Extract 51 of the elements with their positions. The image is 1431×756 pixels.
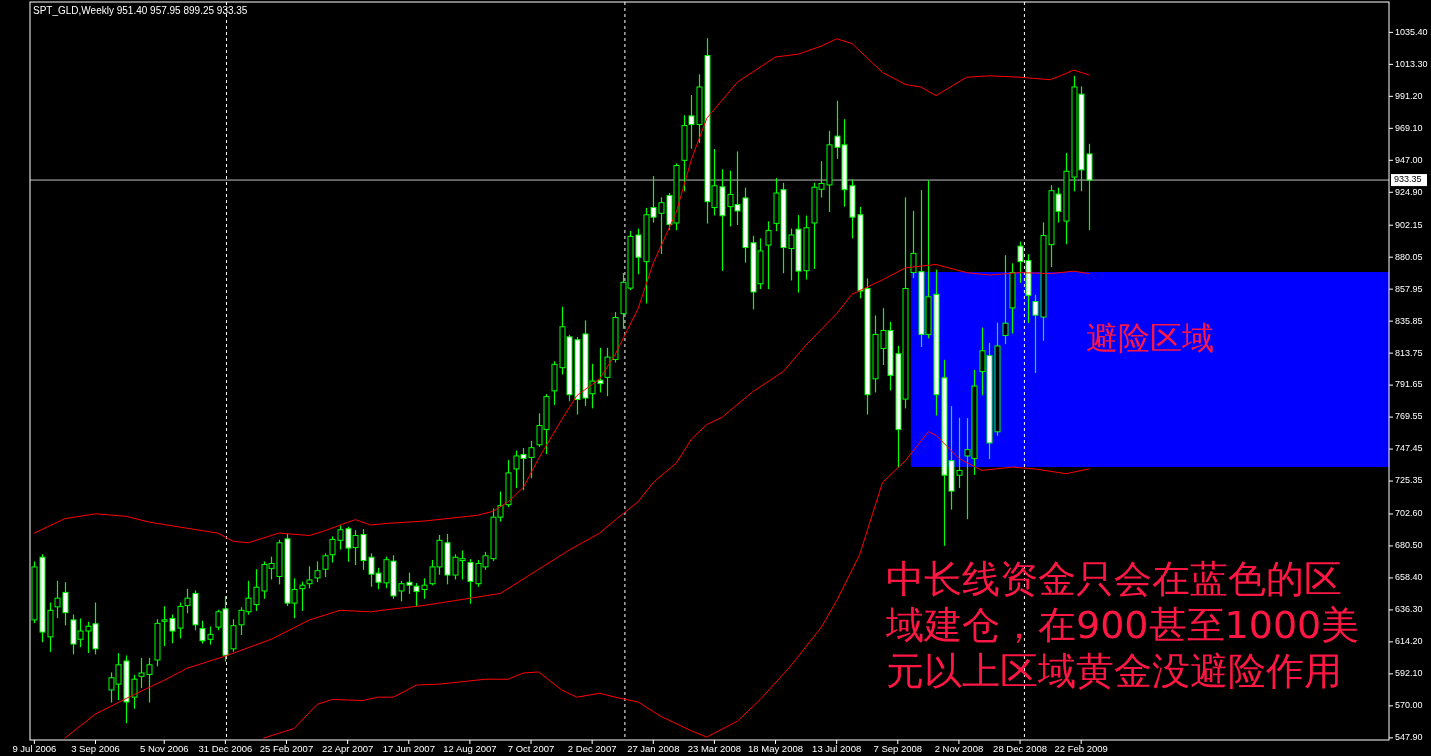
annotation: 中长线资金只会在蓝色的区域建仓，在900甚至1000美元以上区域黄金没避险作用 (886, 556, 1361, 694)
y-tick-label: 614.20 (1395, 636, 1423, 647)
candlestick (765, 221, 772, 290)
x-tick-label: 12 Aug 2007 (443, 743, 497, 754)
y-tick-label: 680.50 (1395, 540, 1423, 551)
y-tick-label: 769.55 (1395, 411, 1423, 422)
y-tick-label: 969.10 (1395, 122, 1423, 133)
x-tick-label: 2 Dec 2007 (567, 743, 617, 754)
x-tick-label: 31 Dec 2006 (198, 743, 253, 754)
y-tick-label: 991.20 (1395, 90, 1423, 101)
y-tick-label: 725.35 (1395, 475, 1423, 486)
x-tick-label: 2 Nov 2008 (934, 743, 984, 754)
x-tick-label: 28 Dec 2008 (993, 743, 1047, 754)
x-tick-label: 7 Sep 2008 (873, 743, 923, 754)
y-tick-label: 702.60 (1395, 508, 1423, 519)
candlestick (322, 553, 329, 578)
y-tick-label: 947.00 (1395, 154, 1423, 165)
x-tick-label: 17 Jun 2007 (382, 743, 435, 754)
y-tick-label: 902.15 (1395, 219, 1423, 230)
y-tick-label: 636.30 (1395, 604, 1423, 615)
candlestick (1002, 255, 1009, 345)
y-tick-label: 924.90 (1395, 186, 1423, 197)
x-tick-label: 18 May 2008 (748, 743, 804, 754)
y-tick-label: 1035.40 (1395, 26, 1428, 37)
y-tick-label: 592.10 (1395, 668, 1423, 679)
x-tick-label: 27 Jan 2008 (627, 743, 680, 754)
ref-line-label: 933.35 (1394, 174, 1422, 185)
x-tick-label: 22 Apr 2007 (322, 743, 374, 754)
y-tick-label: 547.90 (1395, 732, 1423, 743)
y-tick-label: 658.40 (1395, 572, 1423, 583)
candlestick (299, 581, 306, 611)
x-tick-label: 13 Jul 2008 (812, 743, 862, 754)
x-tick-label: 23 Mar 2008 (687, 743, 742, 754)
annotation: 避险区域 (1086, 318, 1215, 358)
y-tick-label: 813.75 (1395, 347, 1423, 358)
y-tick-label: 880.05 (1395, 251, 1423, 262)
y-tick-label: 747.45 (1395, 443, 1423, 454)
x-tick-label: 9 Jul 2006 (12, 743, 57, 754)
candlestick (306, 566, 313, 589)
chart-title: SPT_GLD,Weekly 951.40 957.95 899.25 933.35 (33, 5, 248, 16)
x-tick-label: 22 Feb 2009 (1054, 743, 1108, 754)
x-tick-label: 25 Feb 2007 (259, 743, 314, 754)
x-tick-label: 5 Nov 2006 (139, 743, 189, 754)
y-tick-label: 791.65 (1395, 379, 1423, 390)
x-tick-label: 3 Sep 2006 (71, 743, 120, 754)
y-tick-label: 570.00 (1395, 700, 1423, 711)
y-tick-label: 835.85 (1395, 315, 1423, 326)
y-tick-label: 857.95 (1395, 283, 1423, 294)
x-tick-label: 7 Oct 2007 (507, 743, 555, 754)
y-tick-label: 1013.30 (1395, 58, 1428, 69)
candlestick (314, 561, 321, 582)
